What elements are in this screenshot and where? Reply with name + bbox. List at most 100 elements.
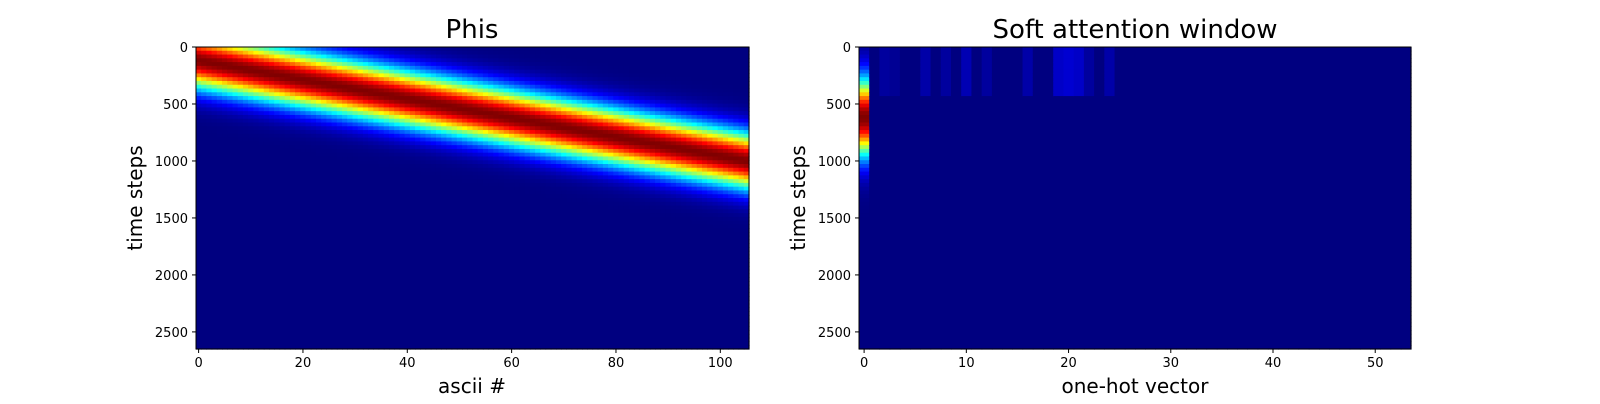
heatmap-cell <box>258 265 265 271</box>
heatmap-cell <box>503 122 510 127</box>
heatmap-cell <box>201 337 208 343</box>
heatmap-cell <box>383 118 390 124</box>
heatmap-cell <box>310 220 317 226</box>
heatmap-cell <box>472 201 479 207</box>
heatmap-cell <box>352 345 359 350</box>
heatmap-cell <box>378 205 385 210</box>
heatmap-cell <box>509 307 515 312</box>
heatmap-cell <box>315 258 322 263</box>
heatmap-cell <box>430 137 437 142</box>
heatmap-cell <box>342 330 348 335</box>
heatmap-cell <box>289 269 296 275</box>
heatmap-cell <box>357 156 364 161</box>
heatmap-cell <box>331 130 338 135</box>
heatmap-cell <box>315 133 322 139</box>
heatmap-cell <box>404 152 411 158</box>
heatmap-cell <box>430 322 437 327</box>
heatmap-cell <box>362 258 369 263</box>
heatmap-cell <box>404 296 411 301</box>
heatmap-cell <box>227 235 234 241</box>
heatmap-cell <box>456 254 463 260</box>
heatmap-cell <box>514 160 521 165</box>
heatmap-cell <box>284 148 291 154</box>
heatmap-cell <box>274 247 281 252</box>
heatmap-cell <box>488 258 494 263</box>
heatmap-cell <box>472 148 479 154</box>
heatmap-cell <box>232 167 239 173</box>
heatmap-cell <box>362 77 369 82</box>
heatmap-cell <box>378 156 385 161</box>
heatmap-cell <box>467 277 474 282</box>
heatmap-cell <box>211 239 218 244</box>
heatmap-cell <box>509 126 515 131</box>
heatmap-cell <box>206 239 213 244</box>
heatmap-cell <box>441 333 448 339</box>
heatmap-cell <box>300 269 307 275</box>
heatmap-cell <box>300 326 307 331</box>
heatmap-cell <box>300 80 307 86</box>
heatmap-cell <box>389 73 395 78</box>
heatmap-cell <box>362 99 369 105</box>
heatmap-cell <box>269 247 275 252</box>
heatmap-cell <box>269 288 275 293</box>
heatmap-cell <box>362 73 369 78</box>
heatmap-cell <box>435 50 442 56</box>
heatmap-cell <box>326 265 333 271</box>
heatmap-cell <box>373 103 380 109</box>
heatmap-cell <box>248 194 254 199</box>
heatmap-cell <box>321 84 328 90</box>
heatmap-cell <box>258 65 265 71</box>
heatmap-cell <box>263 284 270 290</box>
heatmap-cell <box>467 303 474 309</box>
heatmap-cell <box>196 50 202 56</box>
heatmap-cell <box>394 103 401 109</box>
heatmap-cell <box>488 198 494 203</box>
heatmap-cell <box>399 262 406 267</box>
heatmap-cell <box>378 69 385 75</box>
heatmap-cell <box>321 47 328 52</box>
heatmap-cell <box>373 247 380 252</box>
heatmap-cell <box>456 137 463 142</box>
heatmap-cell <box>206 179 213 184</box>
heatmap-cell <box>274 62 281 67</box>
heatmap-cell <box>300 47 307 52</box>
heatmap-cell <box>493 299 500 305</box>
heatmap-cell <box>373 54 380 59</box>
heatmap-cell <box>451 262 458 267</box>
heatmap-cell <box>237 133 244 139</box>
heatmap-cell <box>206 258 213 263</box>
heatmap-cell <box>498 175 505 180</box>
heatmap-cell <box>352 220 359 226</box>
heatmap-cell <box>347 292 354 297</box>
heatmap-cell <box>284 258 291 263</box>
heatmap-cell <box>493 243 500 248</box>
heatmap-cell <box>305 231 312 237</box>
heatmap-column <box>498 47 505 350</box>
heatmap-cell <box>409 273 416 278</box>
heatmap-cell <box>300 273 307 278</box>
heatmap-cell <box>227 126 234 131</box>
heatmap-column <box>211 47 218 350</box>
heatmap-cell <box>211 326 218 331</box>
heatmap-cell <box>389 318 395 324</box>
heatmap-cell <box>394 205 401 210</box>
heatmap-cell <box>383 213 390 218</box>
heatmap-cell <box>383 303 390 309</box>
heatmap-cell <box>279 84 286 90</box>
heatmap-cell <box>467 288 474 293</box>
heatmap-cell <box>222 205 228 210</box>
heatmap-cell <box>509 239 515 244</box>
heatmap-cell <box>409 315 416 320</box>
heatmap-cell <box>248 250 254 256</box>
heatmap-cell <box>373 77 380 82</box>
heatmap-cell <box>404 164 411 169</box>
heatmap-cell <box>315 152 322 158</box>
heatmap-cell <box>362 228 369 233</box>
heatmap-cell <box>206 194 213 199</box>
heatmap-cell <box>373 296 380 301</box>
heatmap-cell <box>394 265 401 271</box>
heatmap-cell <box>274 269 281 275</box>
heatmap-cell <box>206 99 213 105</box>
heatmap-cell <box>509 50 515 56</box>
heatmap-cell <box>435 111 442 116</box>
